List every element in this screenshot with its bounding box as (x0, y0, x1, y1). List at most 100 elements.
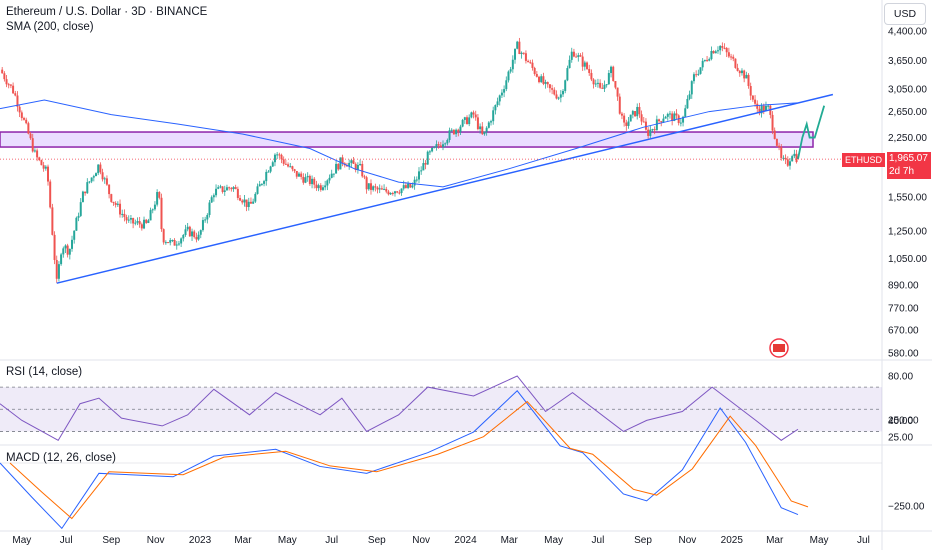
candle-body (398, 192, 401, 194)
candle-body (533, 67, 536, 74)
candle-body (417, 171, 420, 180)
signal-line (9, 400, 809, 520)
candle-body (374, 186, 377, 188)
candle-body (559, 94, 562, 98)
candle-body (162, 229, 165, 243)
candle-body (306, 175, 309, 178)
candle-body (68, 248, 71, 255)
time-tick-label: 2025 (721, 535, 744, 546)
candle-body (771, 114, 774, 131)
candle-body (88, 181, 91, 183)
candle-body (354, 163, 357, 170)
candle-body (169, 240, 172, 243)
candle-body (55, 259, 58, 279)
candle-body (136, 221, 139, 223)
candle-body (466, 117, 469, 125)
candle-body (267, 171, 270, 173)
candle-body (7, 84, 10, 86)
candle-body (524, 53, 527, 61)
candle-body (778, 145, 781, 148)
candle-body (105, 178, 108, 185)
candle-body (448, 130, 451, 140)
candle-body (649, 129, 652, 136)
candle-body (588, 68, 591, 73)
time-tick-label: Mar (234, 535, 252, 546)
candle-body (356, 164, 359, 170)
candle-body (363, 176, 366, 178)
candle-body (297, 173, 300, 177)
candle-body (49, 181, 52, 208)
symbol-tag: ETHUSD (842, 153, 886, 167)
candle-body (396, 191, 399, 193)
price-tick-label: 890.00 (888, 280, 919, 291)
candle-body (116, 203, 119, 205)
candle-body (542, 76, 545, 84)
candle-body (636, 106, 639, 117)
candle-body (431, 147, 434, 152)
candle-body (612, 66, 615, 82)
candle-body (92, 176, 95, 178)
candle-body (625, 122, 628, 126)
candle-body (321, 187, 324, 190)
candle-body (455, 129, 458, 135)
candle-body (481, 126, 484, 135)
candle-body (95, 173, 98, 177)
candle-body (664, 116, 667, 119)
candle-body (249, 201, 252, 204)
candle-body (747, 74, 750, 87)
candle-body (27, 123, 30, 134)
candle-body (18, 106, 21, 113)
candle-body (732, 56, 735, 59)
candle-body (319, 185, 322, 190)
macd-line (0, 390, 799, 530)
candle-body (673, 113, 676, 122)
candle-body (260, 183, 263, 185)
candle-body (145, 219, 148, 223)
currency-button[interactable]: USD (884, 3, 926, 25)
candle-body (461, 119, 464, 127)
time-tick-label: May (12, 535, 31, 546)
candle-body (66, 245, 69, 255)
candle-body (620, 113, 623, 116)
candle-body (564, 80, 567, 91)
time-tick-label: Jul (592, 535, 605, 546)
candle-body (191, 231, 194, 237)
candle-body (546, 82, 549, 85)
candle-body (215, 188, 218, 196)
candle-body (348, 162, 351, 167)
candle-body (629, 114, 632, 122)
candle-body (721, 46, 724, 48)
price-tick-label: 2,250.00 (888, 133, 927, 144)
candle-body (433, 146, 436, 148)
candle-body (276, 154, 279, 156)
candle-body (764, 105, 767, 112)
candle-body (339, 157, 342, 170)
candle-body (383, 188, 386, 190)
candle-body (452, 129, 455, 135)
candle-body (583, 62, 586, 67)
candle-body (668, 113, 671, 115)
candle-body (332, 173, 335, 175)
candle-body (684, 108, 687, 117)
candle-body (487, 122, 490, 128)
candle-body (3, 73, 6, 80)
candle-body (442, 144, 445, 147)
price-tick-label: 3,650.00 (888, 56, 927, 67)
candle-body (304, 177, 307, 183)
candle-body (186, 226, 189, 230)
candle-body (756, 103, 759, 109)
price-tick-label: 670.00 (888, 326, 919, 337)
candle-body (389, 193, 392, 195)
candle-body (671, 113, 674, 122)
candle-body (662, 118, 665, 123)
candle-body (193, 231, 196, 238)
candle-body (420, 170, 423, 172)
candle-body (749, 86, 752, 96)
candle-body (730, 56, 733, 58)
candle-body (596, 82, 599, 84)
candle-body (256, 186, 259, 194)
candle-body (53, 234, 56, 260)
candle-body (44, 166, 47, 169)
candle-body (372, 186, 375, 190)
